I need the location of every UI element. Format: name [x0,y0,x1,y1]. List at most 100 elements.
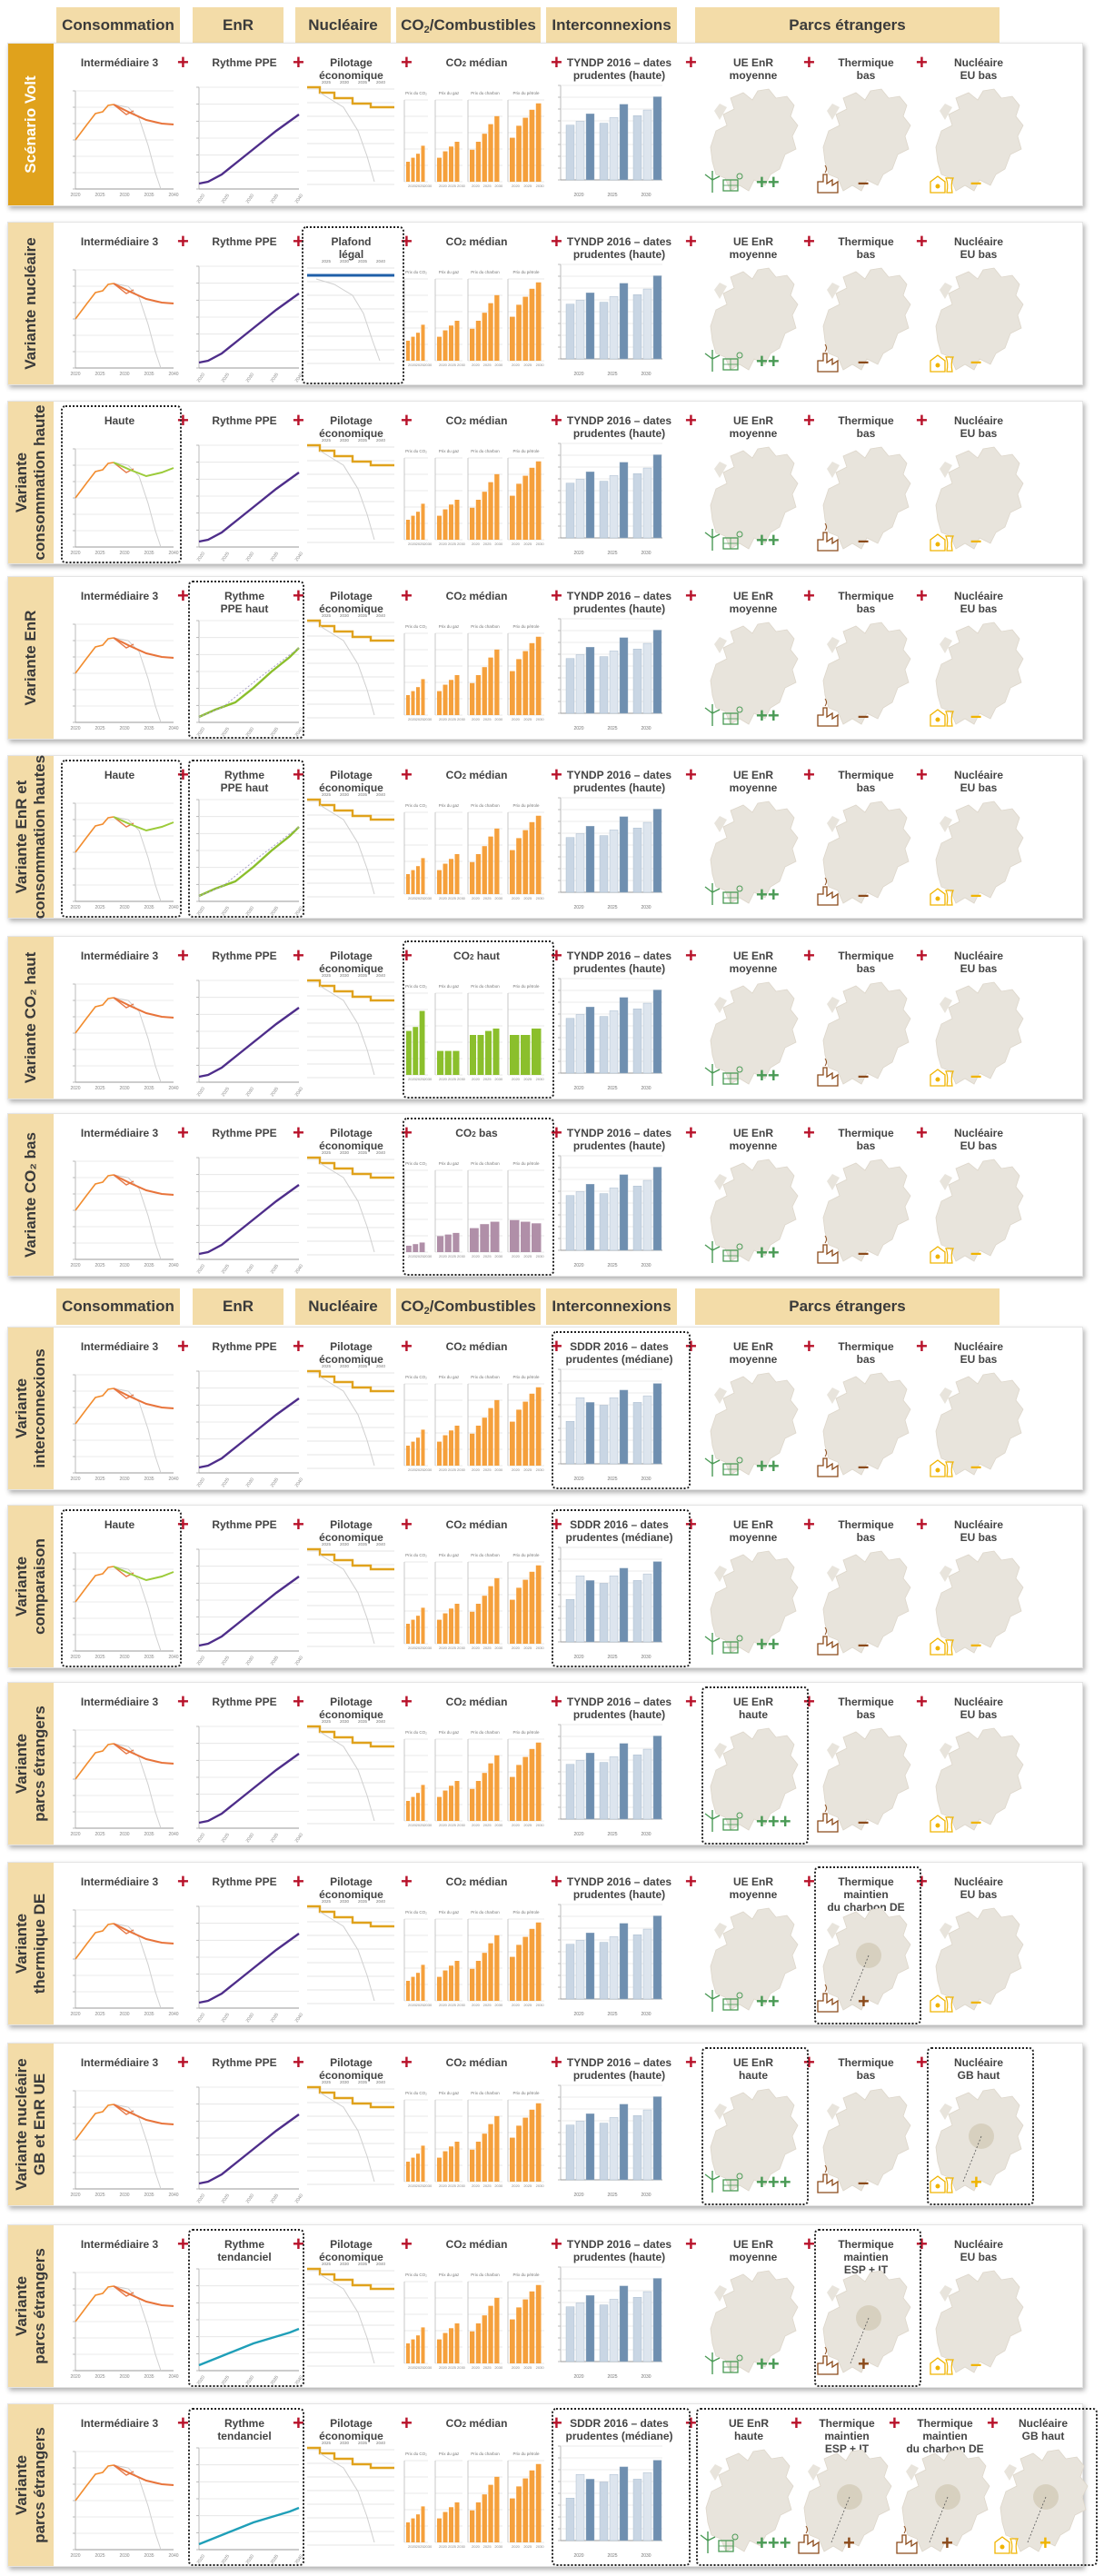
parc-title-line: EU bas [960,248,998,261]
axis-tick-label: 2020 [439,542,448,546]
parc-title: UE EnR moyenne [703,769,803,794]
parc-title: Nucléaire EU bas [929,235,1029,261]
level-symbol: – [970,350,982,373]
axis-tick-label: 2025 [483,717,492,721]
europe-map-isles [827,2104,840,2120]
enr-trajectory-line [198,1576,300,1647]
scenario-name-line: GB et EnR UE [31,2073,48,2176]
plus-sign: + [685,2233,697,2255]
axis-tick-label: 2035 [144,1477,154,1482]
consumption-history-line [75,1566,114,1603]
co2-bar [510,1219,520,1252]
axis-tick-label: 2030 [245,372,255,383]
nuclear-plant-icon [930,709,954,727]
nuclear-plant-icon [930,1246,954,1264]
interco-mini-chart: 2020 2025 2030 [558,1155,662,1268]
interco-title-line: TYNDP 2016 – dates [566,769,672,781]
co2-bar [510,2498,515,2542]
europe-map [930,1907,1024,2013]
cell-co2: CO2 médian Prix du CO₂ 2020 2025 2030 Prix du… [403,1863,549,2024]
parc-title-line: bas [856,2069,876,2082]
axis-tick-label: 2020 [439,896,448,900]
axis-tick-label: 2035 [358,973,368,978]
map-pointer-line [850,1954,870,2002]
plus-sign: + [916,409,928,432]
co2-panel-label: Prix du pétrole [512,2091,540,2095]
axis-tick-label: 2020 [408,2003,417,2007]
parc-title: Thermique bas [816,590,916,615]
axis-tick-label: 2030 [494,2365,503,2370]
axis-tick-label: 2025 [416,1077,425,1081]
plus-sign: + [293,2412,304,2434]
plus-sign: + [916,2051,928,2074]
consumption-low-trajectory [113,2285,162,2372]
plus-sign: + [293,230,304,253]
cons-title-line: Haute [104,1518,135,1531]
cell-parc-1: Thermique maintien du charbon DE + [816,1863,916,2024]
interco-group-label: 2020 [573,2193,583,2198]
europe-map-shape [822,2088,911,2192]
nuclear-decline-line [319,804,375,895]
europe-map-shape [710,2088,799,2192]
co2-bar [454,500,460,540]
enr-trajectory-line [198,2506,300,2546]
interco-bar [632,1580,642,1643]
co2-panel-label: Prix du charbon [471,270,500,274]
nuc-title-line: Pilotage [330,2238,373,2251]
axis-tick-label: 2030 [457,1467,466,1472]
parc-title-line: EU bas [960,1139,998,1152]
enr-trajectory-line [198,647,300,719]
interco-group-label: 2020 [573,551,583,556]
axis-tick-label: 2035 [270,2193,280,2204]
europe-map-isles [714,816,727,832]
europe-map-shape [935,88,1024,192]
interco-bar [652,1383,662,1465]
interco-title-line: TYNDP 2016 – dates [566,414,672,427]
interco-group-label: 2020 [573,1832,583,1837]
level-symbol: ++ [756,704,780,727]
interco-group-label: 2030 [641,1832,651,1837]
co2-panel-label: Prix du pétrole [512,1730,540,1735]
wind-solar-icon [704,883,743,905]
axis-tick-label: 2030 [457,717,466,721]
axis-tick-label: 2020 [408,542,417,546]
scenario-label-band: Variante consommation haute [8,402,54,563]
axis-tick-label: 2025 [448,2365,457,2370]
plus-sign: + [916,1870,928,1893]
europe-map [817,1907,911,2013]
co2-bar [475,2502,482,2542]
co2-bar [470,1035,476,1075]
europe-map-isles [940,997,952,1013]
co2-panel-label: Prix du charbon [471,1730,500,1735]
interco-group-label: 2030 [641,2012,651,2017]
consumption-trajectory-line [113,637,174,659]
parc-title: UE EnR moyenne [703,414,803,440]
nuclear-plant-icon [930,1637,954,1656]
cell-interco: TYNDP 2016 – dates prudentes (haute) 2020 2… [553,402,685,563]
co2-bar [421,1785,425,1821]
co2-bar [482,1596,487,1644]
wind-solar-icon [704,704,743,726]
interco-mini-chart: 2020 2025 2030 [558,1724,662,1837]
co2-bar [529,467,535,540]
nuc-title-line: économique [319,1708,383,1721]
parc-title-line: Nucléaire [953,1127,1004,1139]
co2-bar [449,1430,453,1466]
enr-trajectory-line [198,1007,300,1079]
cons-mini-chart: 2020 2025 2030 2035 2040 [70,1909,179,2017]
enr-mini-chart: 2020 2025 2030 2035 2040 [196,2268,304,2386]
interco-mini-chart: 2020 2025 2030 [558,2445,662,2559]
parc-title: Thermique bas [816,1127,916,1152]
interco-title-line: TYNDP 2016 – dates [566,1875,672,1888]
consumption-history-line [75,1174,114,1211]
parc-title: Thermique bas [816,414,916,440]
interco-bar [585,472,595,539]
axis-tick-label: 2025 [523,1077,532,1081]
co2-bar [413,1244,419,1252]
parc-title-line: GB haut [1021,2430,1065,2442]
axis-tick-label: 2035 [358,1150,368,1155]
co2-bar [482,2133,487,2182]
